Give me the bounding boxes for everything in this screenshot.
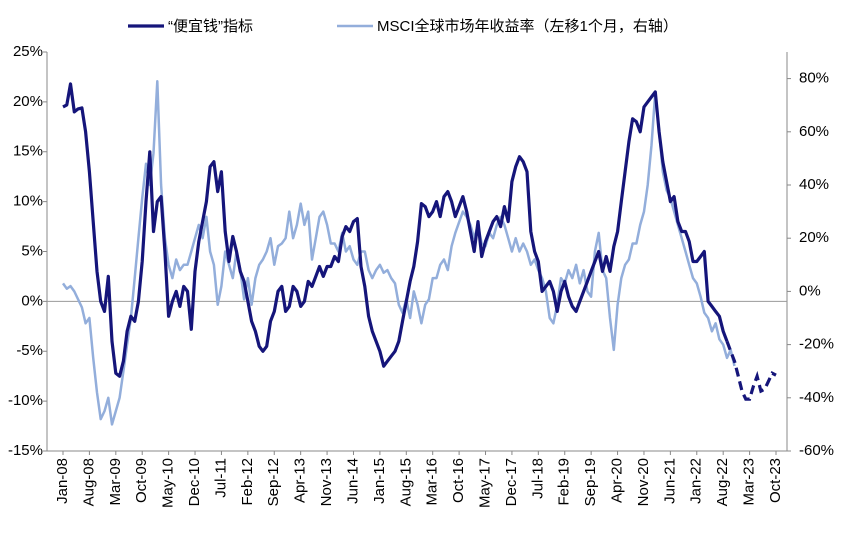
- y-tick-label: 25%: [13, 43, 43, 60]
- x-tick-label: Mar-16: [424, 458, 441, 506]
- x-tick-label: Nov-20: [635, 458, 652, 506]
- x-tick-label: Apr-13: [292, 458, 309, 503]
- y2-tick-label: 40%: [799, 176, 829, 193]
- legend-label: MSCI全球市场年收益率（左移1个月，右轴）: [377, 17, 678, 35]
- y-tick-label: 20%: [13, 93, 43, 110]
- x-tick-label: Mar-09: [107, 458, 124, 506]
- legend-label: “便宜钱”指标: [168, 18, 253, 35]
- x-tick-label: Jun-21: [661, 458, 678, 504]
- x-tick-label: Dec-10: [186, 458, 203, 506]
- x-tick-label: Jan-15: [371, 458, 388, 504]
- y-tick-label: 10%: [13, 193, 43, 210]
- y2-tick-label: 80%: [799, 70, 829, 87]
- x-tick-label: Feb-19: [556, 458, 573, 506]
- x-tick-label: Sep-12: [265, 458, 282, 506]
- x-tick-label: Dec-17: [503, 458, 520, 506]
- x-tick-label: Jul-18: [529, 458, 546, 499]
- x-tick-label: Sep-19: [582, 458, 599, 506]
- x-tick-label: Jan-08: [54, 458, 71, 504]
- x-tick-label: Apr-20: [609, 458, 626, 503]
- x-tick-label: Aug-22: [714, 458, 731, 506]
- series-line: [62, 82, 729, 378]
- y-tick-label: 15%: [13, 143, 43, 160]
- x-tick-label: Jul-11: [212, 458, 229, 498]
- x-tick-label: Oct-16: [450, 458, 467, 503]
- y-tick-label: -5%: [16, 342, 43, 359]
- x-tick-label: Oct-23: [767, 458, 784, 503]
- y2-tick-label: -20%: [799, 336, 834, 353]
- x-tick-label: Nov-13: [318, 458, 335, 506]
- series-line-dashed: [725, 340, 777, 401]
- x-tick-label: May-10: [160, 458, 177, 508]
- x-tick-label: Jan-22: [688, 458, 705, 504]
- y-tick-label: 0%: [21, 292, 43, 309]
- y-tick-label: -15%: [8, 442, 43, 459]
- x-tick-label: Feb-12: [239, 458, 256, 506]
- y2-tick-label: -60%: [799, 442, 834, 459]
- x-tick-label: May-17: [476, 458, 493, 508]
- y-tick-label: 5%: [21, 242, 43, 259]
- x-tick-label: Aug-15: [397, 458, 414, 506]
- y2-tick-label: -40%: [799, 389, 834, 406]
- y2-tick-label: 60%: [799, 123, 829, 140]
- x-tick-label: Jun-14: [344, 458, 361, 504]
- y2-tick-label: 0%: [799, 282, 821, 299]
- y-tick-label: -10%: [8, 392, 43, 409]
- y2-tick-label: 20%: [799, 229, 829, 246]
- x-tick-label: Oct-09: [133, 458, 150, 503]
- series-line: [61, 80, 736, 426]
- x-tick-label: Aug-08: [80, 458, 97, 506]
- x-tick-label: Mar-23: [741, 458, 758, 506]
